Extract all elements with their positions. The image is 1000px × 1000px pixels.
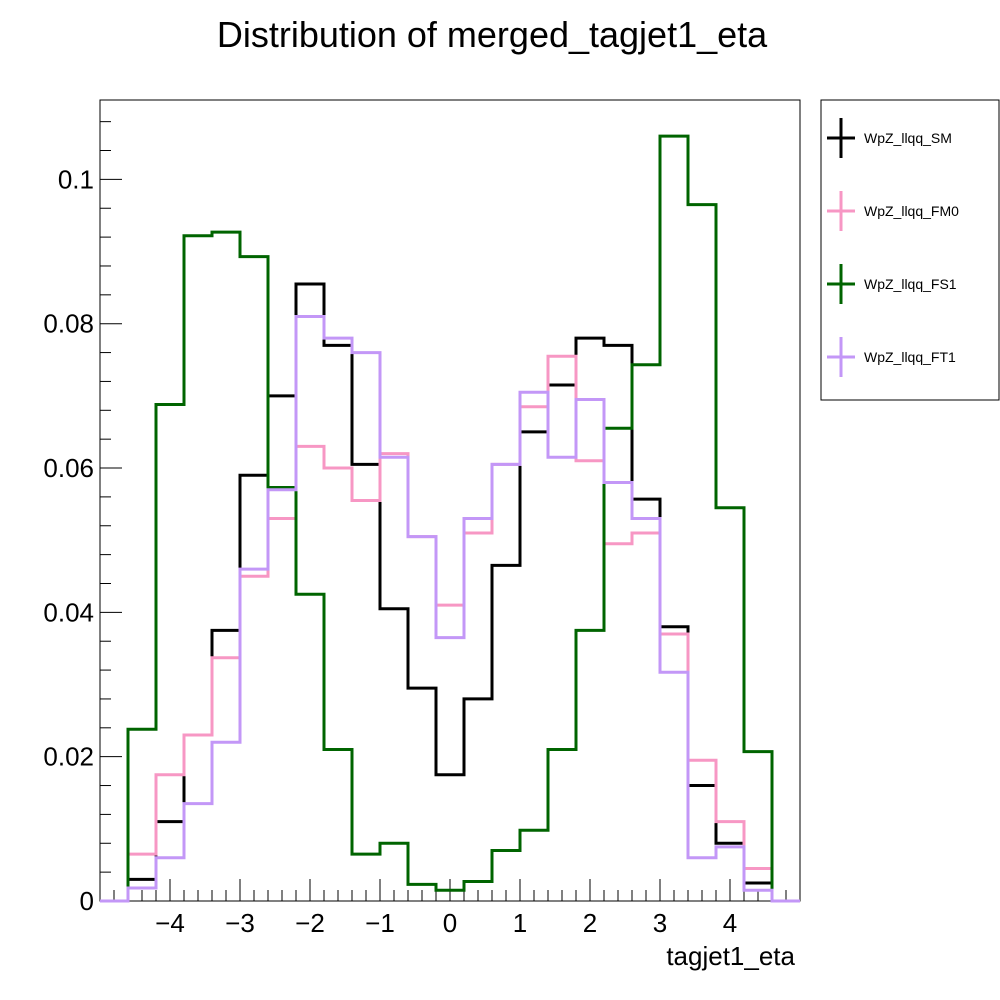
chart-title: Distribution of merged_tagjet1_eta [217,14,768,55]
legend-label: WpZ_llqq_SM [864,130,952,146]
legend-label: WpZ_llqq_FS1 [864,276,957,292]
y-tick-label: 0.1 [58,164,94,194]
legend-item: WpZ_llqq_FS1 [827,264,957,304]
axis-ticks: −4 −3 −2 −1 0 1 2 3 4 0 0.02 0.04 0.06 0.08 0.1 [43,121,801,938]
x-tick-label: 1 [513,908,527,938]
x-tick-label: 4 [723,908,737,938]
y-tick-label: 0.08 [43,309,94,339]
legend-item: WpZ_llqq_SM [827,118,952,158]
x-tick-label: 3 [653,908,667,938]
series-WpZ_llqq_FM0 [100,354,800,903]
legend-box [820,99,1000,401]
x-tick-label: −3 [225,908,255,938]
x-tick-label: −2 [295,908,325,938]
x-tick-label: 0 [443,908,457,938]
plot-frame [99,99,801,902]
series-line [100,282,800,903]
x-tick-label: −4 [155,908,185,938]
y-tick-label: 0.06 [43,453,94,483]
legend: WpZ_llqq_SM WpZ_llqq_FM0 WpZ_llqq_FS1 WpZ_l… [820,99,1000,401]
series-line [100,315,800,903]
x-axis-label: tagjet1_eta [666,941,795,971]
legend-label: WpZ_llqq_FM0 [864,203,959,219]
legend-label: WpZ_llqq_FT1 [864,349,956,365]
series-WpZ_llqq_FS1 [100,134,800,903]
x-tick-label: −1 [365,908,395,938]
series-WpZ_llqq_SM [100,282,800,903]
series-line [100,134,800,903]
y-tick-label: 0 [80,886,94,916]
legend-item: WpZ_llqq_FM0 [827,191,959,231]
series-WpZ_llqq_FT1 [100,315,800,903]
x-tick-label: 2 [583,908,597,938]
series-layer [100,134,800,903]
legend-item: WpZ_llqq_FT1 [827,337,956,377]
y-tick-label: 0.04 [43,597,94,627]
series-line [100,354,800,903]
y-tick-label: 0.02 [43,742,94,772]
